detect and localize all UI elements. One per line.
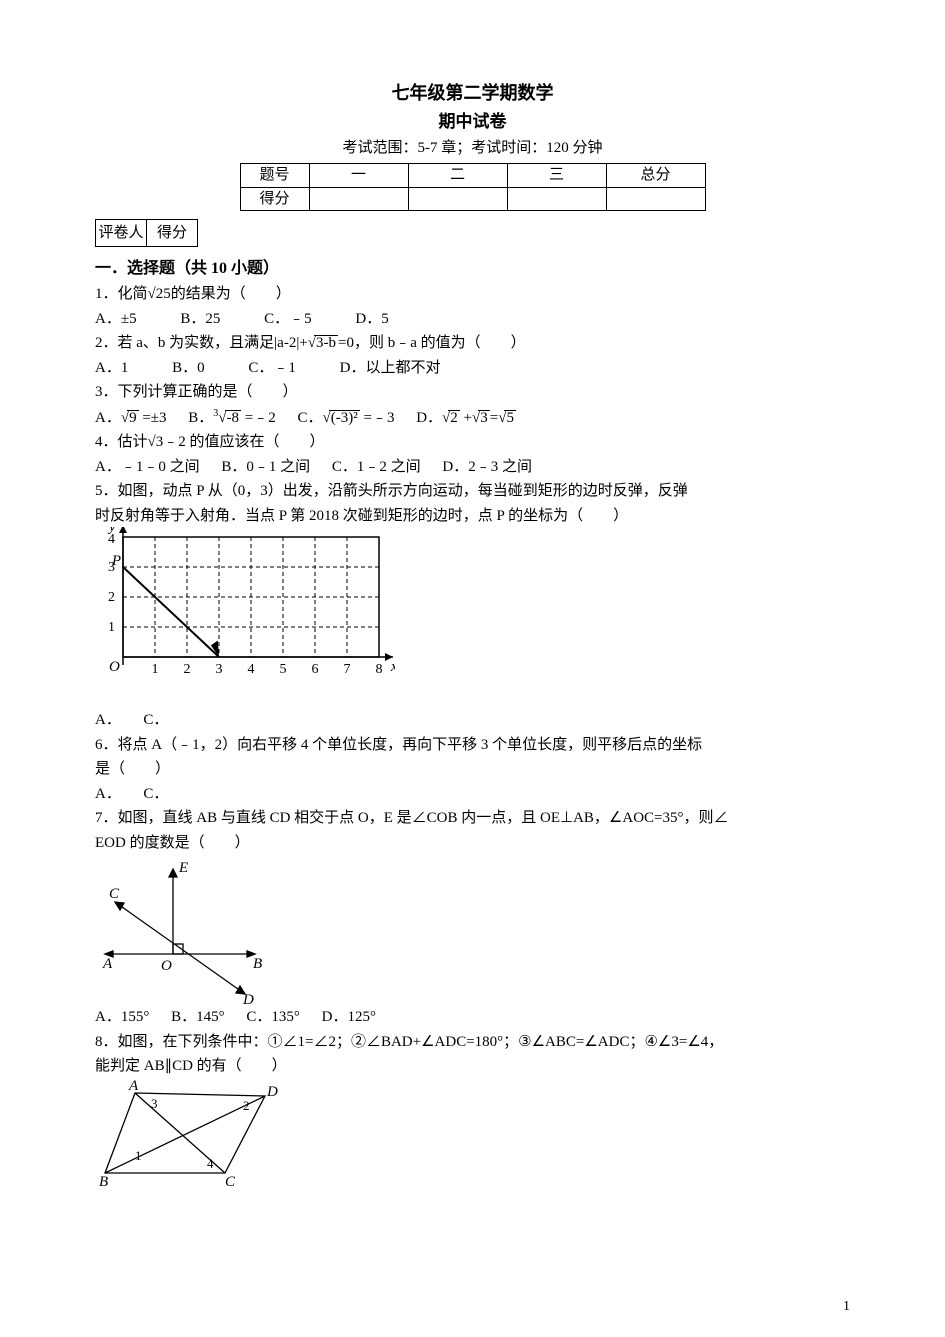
q1-opt-a: A．±5 xyxy=(95,311,137,327)
q7-diagram: A B C D E O xyxy=(95,854,275,1004)
score-cell xyxy=(309,187,408,211)
q5-stem-line1: 5．如图，动点 P 从（0，3）出发，沿箭头所示方向运动，每当碰到矩形的边时反弹… xyxy=(95,480,850,503)
svg-text:B: B xyxy=(99,1174,108,1188)
q4-opt-d: D．2﹣3 之间 xyxy=(442,459,532,475)
q7-opt-c: C．135° xyxy=(246,1009,300,1025)
q6-stem-line2: 是（ ） xyxy=(95,758,850,781)
svg-text:E: E xyxy=(178,860,188,876)
svg-text:4: 4 xyxy=(207,1156,214,1171)
score-row-label: 得分 xyxy=(240,187,309,211)
score-cell xyxy=(408,187,507,211)
q1-opt-b: B．25 xyxy=(180,311,220,327)
svg-text:D: D xyxy=(242,992,254,1004)
svg-text:C: C xyxy=(225,1174,236,1188)
q4-options: A．﹣1﹣0 之间 B．0﹣1 之间 C．1﹣2 之间 D．2﹣3 之间 xyxy=(95,456,850,479)
score-header-label: 题号 xyxy=(240,164,309,188)
q3-opt-d: D．√2 +√3=√5 xyxy=(416,410,516,426)
q7-options: A．155° B．145° C．135° D．125° xyxy=(95,1006,850,1029)
q7-stem-line2: EOD 的度数是（ ） xyxy=(95,832,850,855)
svg-text:D: D xyxy=(266,1084,278,1100)
q4-stem: 4．估计√3﹣2 的值应该在（ ） xyxy=(95,431,850,454)
q2-opt-c: C．﹣1 xyxy=(248,360,296,376)
exam-info: 考试范围：5-7 章；考试时间：120 分钟 xyxy=(95,137,850,160)
q1-opt-d: D．5 xyxy=(355,311,388,327)
svg-text:1: 1 xyxy=(135,1148,142,1163)
q3-opt-c: C．√(-3)² =﹣3 xyxy=(298,410,395,426)
page-number: 1 xyxy=(843,1296,850,1317)
section-1-heading: 一．选择题（共 10 小题） xyxy=(95,257,850,281)
table-row: 得分 xyxy=(240,187,705,211)
score-cell xyxy=(507,187,606,211)
q2-stem-suffix: =0，则 b﹣a 的值为（ ） xyxy=(338,335,526,351)
q4-opt-b: B．0﹣1 之间 xyxy=(221,459,310,475)
q5-options: A． C． xyxy=(95,709,850,732)
grader-label: 评卷人 xyxy=(96,220,147,247)
q2-stem: 2．若 a、b 为实数，且满足|a-2|+√3-b=0，则 b﹣a 的值为（ ） xyxy=(95,332,850,355)
q1-opt-c: C．﹣5 xyxy=(264,311,312,327)
q7-opt-d: D．125° xyxy=(322,1009,376,1025)
svg-text:1: 1 xyxy=(152,662,159,677)
svg-text:3: 3 xyxy=(216,662,223,677)
doc-title-line1: 七年级第二学期数学 xyxy=(95,80,850,107)
q5-stem-line2: 时反射角等于入射角．当点 P 第 2018 次碰到矩形的边时，点 P 的坐标为（… xyxy=(95,505,850,528)
svg-text:2: 2 xyxy=(184,662,191,677)
q3-stem: 3．下列计算正确的是（ ） xyxy=(95,381,850,404)
svg-text:3: 3 xyxy=(151,1096,158,1111)
q7-stem-line1: 7．如图，直线 AB 与直线 CD 相交于点 O，E 是∠COB 内一点，且 O… xyxy=(95,807,850,830)
svg-text:6: 6 xyxy=(312,662,319,677)
svg-text:2: 2 xyxy=(108,590,115,605)
score-header-col3: 三 xyxy=(507,164,606,188)
svg-text:8: 8 xyxy=(376,662,383,677)
q2-stem-prefix: 2．若 a、b 为实数，且满足|a-2|+ xyxy=(95,335,308,351)
svg-text:A: A xyxy=(102,956,113,972)
svg-text:1: 1 xyxy=(108,620,115,635)
svg-text:A: A xyxy=(128,1078,139,1094)
score-header-col1: 一 xyxy=(309,164,408,188)
q6-options: A． C． xyxy=(95,783,850,806)
grader-table: 评卷人 得分 xyxy=(95,219,198,247)
svg-text:C: C xyxy=(109,886,120,902)
q8-diagram: A B C D 1 2 3 4 xyxy=(95,1078,285,1188)
svg-text:B: B xyxy=(253,956,262,972)
score-cell xyxy=(606,187,705,211)
q7-opt-a: A．155° xyxy=(95,1009,149,1025)
q2-opt-d: D．以上都不对 xyxy=(340,360,441,376)
q1-stem: 1．化简√25的结果为（ ） xyxy=(95,283,850,306)
svg-text:5: 5 xyxy=(280,662,287,677)
q3-options: A．√9 =±3 B．3√-8 =﹣2 C．√(-3)² =﹣3 D．√2 +√… xyxy=(95,406,850,430)
doc-title-line2: 期中试卷 xyxy=(95,109,850,135)
score-header-col2: 二 xyxy=(408,164,507,188)
q4-opt-c: C．1﹣2 之间 xyxy=(332,459,421,475)
svg-text:7: 7 xyxy=(344,662,351,677)
svg-text:O: O xyxy=(109,659,120,675)
q5-axis-x-label: x xyxy=(390,659,395,675)
score-table: 题号 一 二 三 总分 得分 xyxy=(240,163,706,211)
q5-diagram: P x y O 1 2 3 4 5 6 7 8 1 2 3 4 xyxy=(95,527,395,707)
svg-text:4: 4 xyxy=(108,532,115,547)
q1-options: A．±5 B．25 C．﹣5 D．5 xyxy=(95,308,850,331)
q2-opt-a: A．1 xyxy=(95,360,128,376)
score-header-total: 总分 xyxy=(606,164,705,188)
grader-score-label: 得分 xyxy=(147,220,198,247)
svg-text:3: 3 xyxy=(108,560,115,575)
q2-opt-b: B．0 xyxy=(172,360,205,376)
svg-text:O: O xyxy=(161,958,172,974)
q3-opt-b: B．3√-8 =﹣2 xyxy=(188,410,275,426)
q7-opt-b: B．145° xyxy=(171,1009,225,1025)
q4-opt-a: A．﹣1﹣0 之间 xyxy=(95,459,200,475)
q8-stem-line2: 能判定 AB∥CD 的有（ ） xyxy=(95,1055,850,1078)
svg-text:4: 4 xyxy=(248,662,255,677)
q8-stem-line1: 8．如图，在下列条件中：①∠1=∠2；②∠BAD+∠ADC=180°；③∠ABC… xyxy=(95,1031,850,1054)
q6-stem-line1: 6．将点 A（﹣1，2）向右平移 4 个单位长度，再向下平移 3 个单位长度，则… xyxy=(95,734,850,757)
q3-opt-a: A．√9 =±3 xyxy=(95,410,167,426)
q2-options: A．1 B．0 C．﹣1 D．以上都不对 xyxy=(95,357,850,380)
svg-text:2: 2 xyxy=(243,1098,250,1113)
table-row: 题号 一 二 三 总分 xyxy=(240,164,705,188)
